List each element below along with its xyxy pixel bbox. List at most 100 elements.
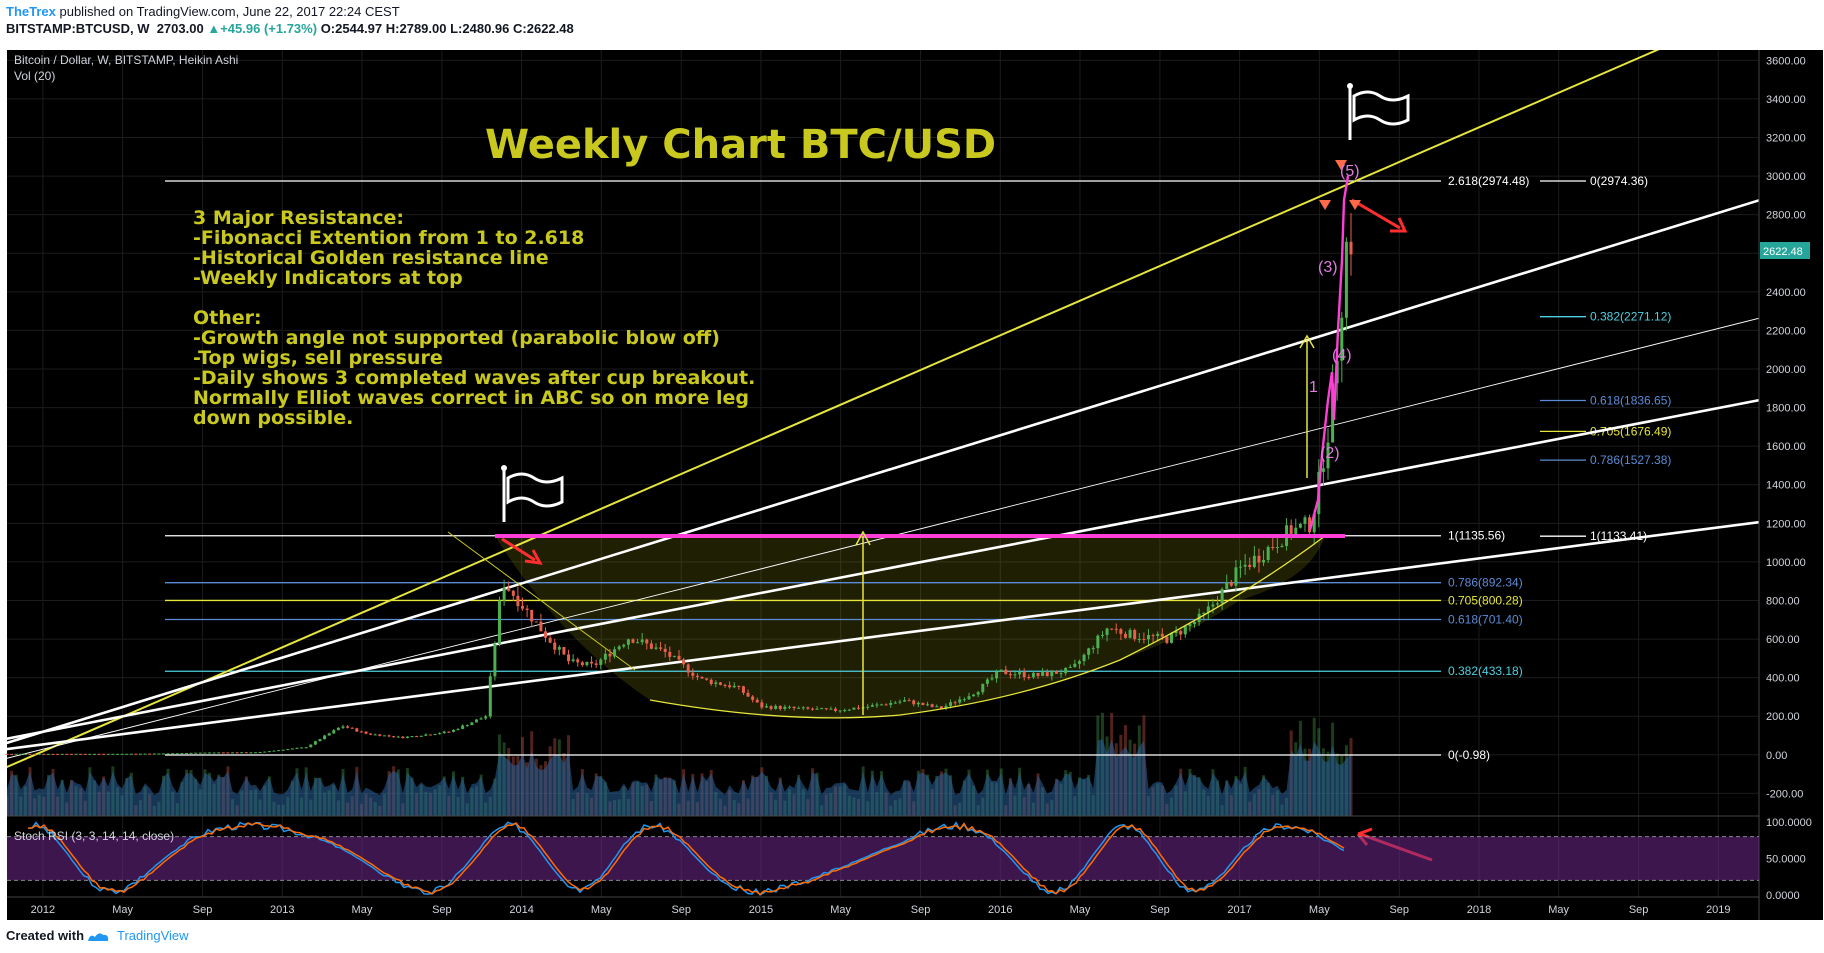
candle-body — [778, 705, 782, 709]
candle-body — [323, 735, 327, 740]
trend-line — [7, 520, 1759, 751]
candle-body — [102, 753, 106, 755]
time-axis[interactable]: 2012 May Sep 2013 May Sep 2014 May Sep 2015 May Sep… — [31, 904, 1731, 916]
candle-body — [815, 708, 819, 710]
candle-body — [1114, 628, 1118, 630]
candle-body — [539, 621, 543, 632]
last-price-tag-text: 2622.48 — [1763, 246, 1803, 258]
publish-header: TheTrex published on TradingView.com, Ju… — [0, 0, 1824, 40]
flag-icon — [1352, 90, 1410, 126]
candle-body — [557, 647, 561, 650]
candle-body — [1146, 635, 1150, 640]
fib-label: 2.618(2974.48) — [1448, 174, 1529, 188]
note-line: Normally Elliot waves correct in ABC so … — [193, 387, 749, 409]
price-axis[interactable]: -200.00 0.00 200.00 400.00 600.00 800.00 1000.… — [1766, 55, 1806, 800]
fib-label: 0.618(701.40) — [1448, 613, 1523, 627]
candle-body — [120, 753, 124, 755]
x-tick-label: Sep — [1389, 904, 1409, 916]
candle-body — [843, 710, 847, 712]
candle-body — [1308, 517, 1312, 533]
candle-body — [1100, 634, 1104, 636]
candle-body — [870, 705, 874, 707]
candle-body — [277, 750, 281, 752]
candle-body — [645, 639, 649, 644]
candle-body — [525, 608, 529, 610]
candle-body — [682, 659, 686, 665]
candle-body — [774, 705, 778, 709]
candle-body — [244, 752, 248, 754]
candle-body — [907, 700, 911, 702]
candle-body — [741, 686, 745, 693]
candle-body — [884, 704, 888, 706]
candle-body — [1054, 671, 1058, 674]
created-with-text: Created with — [6, 928, 85, 943]
candle-body — [194, 752, 198, 754]
candle-body — [401, 736, 405, 739]
price-change: +45.96 (+1.73%) — [220, 21, 318, 36]
candle-body — [949, 702, 953, 706]
flag-pole-top — [1347, 83, 1353, 89]
rsi-tick-label: 100.0000 — [1766, 817, 1812, 829]
trendlines — [7, 50, 1759, 769]
candle-body — [617, 646, 621, 650]
candle-body — [438, 733, 442, 735]
candle-body — [926, 704, 930, 706]
y-tick-label: -200.00 — [1766, 788, 1803, 800]
low-label: L: — [450, 21, 463, 36]
candle-body — [530, 609, 534, 622]
candle-body — [249, 752, 253, 754]
candle-body — [691, 672, 695, 676]
candle-body — [461, 725, 465, 729]
x-tick-label: 2015 — [749, 904, 773, 916]
candle-body — [309, 744, 313, 748]
fib-label-right: 0.618(1836.65) — [1590, 394, 1671, 408]
candle-body — [1160, 633, 1164, 637]
candle-body — [585, 661, 589, 666]
candle-body — [599, 659, 603, 665]
down-arrow-icon — [1335, 160, 1347, 170]
candle-body — [613, 649, 617, 657]
candle-body — [327, 733, 331, 736]
candle-body — [240, 752, 244, 754]
candle-body — [152, 753, 156, 755]
red-arrow-head-icon — [524, 549, 543, 565]
candle-body — [1031, 672, 1035, 678]
candle-body — [60, 753, 64, 755]
candle-body — [355, 728, 359, 732]
candle-body — [263, 751, 267, 753]
candle-body — [562, 647, 566, 655]
candle-body — [976, 692, 980, 695]
candle-body — [79, 753, 83, 755]
chart-canvas[interactable]: 2.618(2974.48) 1(1135.56) 0.786(892.34) 0.7… — [0, 40, 1824, 922]
candle-body — [1008, 674, 1012, 676]
candle-body — [1271, 547, 1275, 549]
candle-body — [138, 753, 142, 755]
y-tick-label: 3600.00 — [1766, 55, 1806, 67]
wave-label: (2) — [1320, 445, 1340, 462]
candle-body — [415, 736, 419, 738]
candle-body — [1225, 582, 1229, 589]
candle-body — [23, 753, 27, 755]
tradingview-link[interactable]: TradingView — [117, 928, 189, 943]
candle-body — [912, 700, 916, 705]
candle-body — [212, 752, 216, 754]
candle-body — [1266, 547, 1270, 560]
candle-body — [346, 726, 350, 728]
candle-body — [313, 741, 317, 745]
candle-body — [1188, 624, 1192, 627]
wave-label: (5) — [1340, 163, 1360, 180]
y-tick-label: 400.00 — [1766, 673, 1800, 685]
candle-body — [921, 702, 925, 706]
candle-body — [622, 644, 626, 647]
x-tick-label: May — [1548, 904, 1569, 916]
candle-body — [37, 753, 41, 755]
author-link[interactable]: TheTrex — [6, 4, 56, 19]
candle-body — [497, 600, 501, 644]
candle-body — [714, 682, 718, 684]
candle-body — [88, 753, 92, 755]
candle-body — [359, 731, 363, 733]
y-tick-label: 1000.00 — [1766, 557, 1806, 569]
candle-body — [115, 753, 119, 755]
candle-body — [511, 590, 515, 596]
note-line: down possible. — [193, 407, 353, 429]
